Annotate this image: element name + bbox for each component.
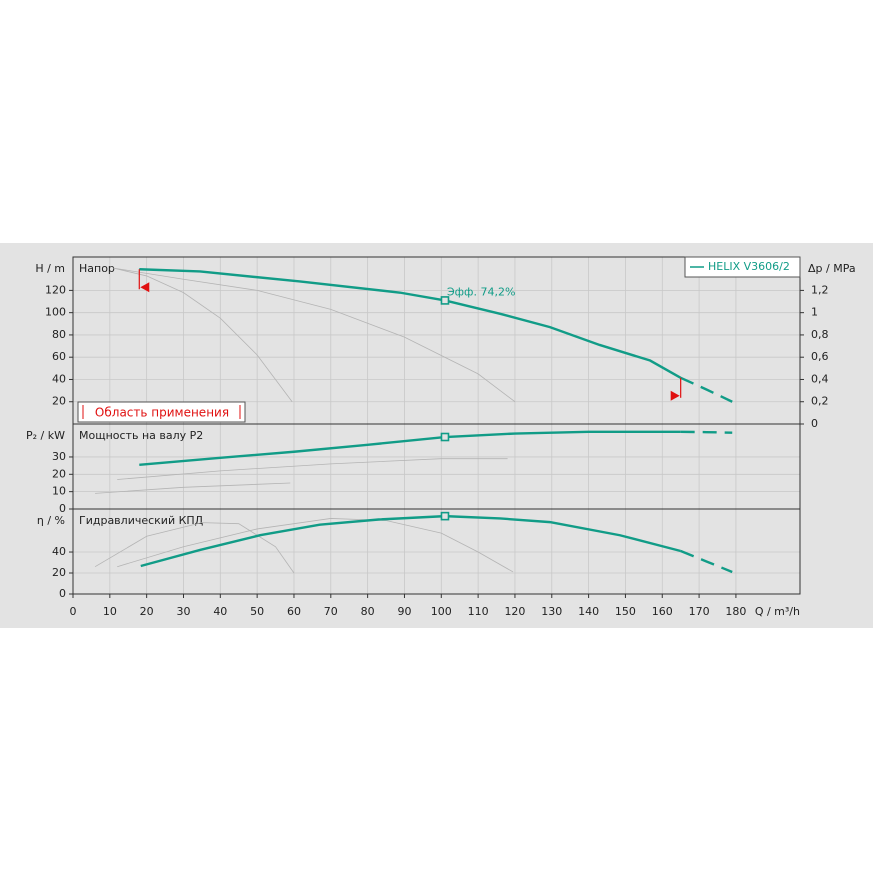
x-axis-label: Q / m³/h [755,605,800,618]
curve-dashed [680,549,733,574]
x-tick-label: 20 [140,605,154,618]
x-tick-label: 50 [250,605,264,618]
legend-box [684,256,801,278]
y-axis-label: P₂ / kW [26,429,65,442]
y-tick-label: 20 [52,467,66,480]
y2-tick-label: 0,8 [811,328,829,341]
x-tick-label: 0 [70,605,77,618]
curve [139,430,681,466]
y2-tick-label: 0,6 [811,350,829,363]
curve [113,267,516,403]
range-legend-label: Область применения [95,406,229,420]
curve-dashed [680,430,733,434]
panel-title: Гидравлический КПД [79,514,204,527]
y-tick-label: 120 [45,283,66,296]
y-tick-label: 0 [59,587,66,600]
panel-title: Напор [79,262,115,275]
curve [94,522,295,574]
y-tick-label: 20 [52,566,66,579]
y-tick-label: 40 [52,545,66,558]
duty-point [440,511,450,521]
y-tick-label: 60 [52,350,66,363]
y-tick-label: 20 [52,395,66,408]
panel-title: Мощность на валу P2 [79,429,203,442]
y-tick-label: 80 [52,328,66,341]
x-tick-label: 150 [615,605,636,618]
y-tick-label: 10 [52,485,66,498]
y-tick-label: 30 [52,450,66,463]
y2-tick-label: 0,4 [811,372,829,385]
y2-axis-label: Δp / MPa [808,262,856,275]
x-tick-label: 80 [361,605,375,618]
curve [117,458,508,480]
curve [113,267,293,402]
y2-tick-label: 0 [811,417,818,430]
x-tick-label: 110 [468,605,489,618]
x-tick-label: 180 [725,605,746,618]
range-legend-box [77,401,246,423]
x-tick-label: 170 [689,605,710,618]
x-tick-label: 40 [213,605,227,618]
annotation: Эфф. 74,2% [447,285,515,298]
curve [139,268,682,379]
panel-frame [72,508,801,595]
y-axis-label: H / m [35,262,65,275]
curve-dashed [680,376,733,403]
x-tick-label: 140 [578,605,599,618]
y2-tick-label: 1,2 [811,283,829,296]
x-tick-label: 160 [652,605,673,618]
curve [95,482,291,494]
y-tick-label: 100 [45,306,66,319]
x-tick-label: 120 [504,605,525,618]
x-tick-label: 70 [324,605,338,618]
legend-label: HELIX V3606/2 [708,260,790,273]
x-tick-label: 60 [287,605,301,618]
curve [117,518,514,573]
duty-point [440,296,450,305]
x-tick-label: 10 [103,605,117,618]
y2-tick-label: 0,2 [811,395,829,408]
duty-point [440,432,450,442]
x-tick-label: 30 [176,605,190,618]
x-tick-label: 90 [397,605,411,618]
y-tick-label: 40 [52,372,66,385]
x-tick-label: 130 [541,605,562,618]
range-arrow [140,282,150,293]
y-tick-label: 0 [59,502,66,515]
y-axis-label: η / % [37,514,65,527]
x-tick-label: 100 [431,605,452,618]
y2-tick-label: 1 [811,306,818,319]
range-arrow [670,390,680,401]
curve [140,514,681,568]
